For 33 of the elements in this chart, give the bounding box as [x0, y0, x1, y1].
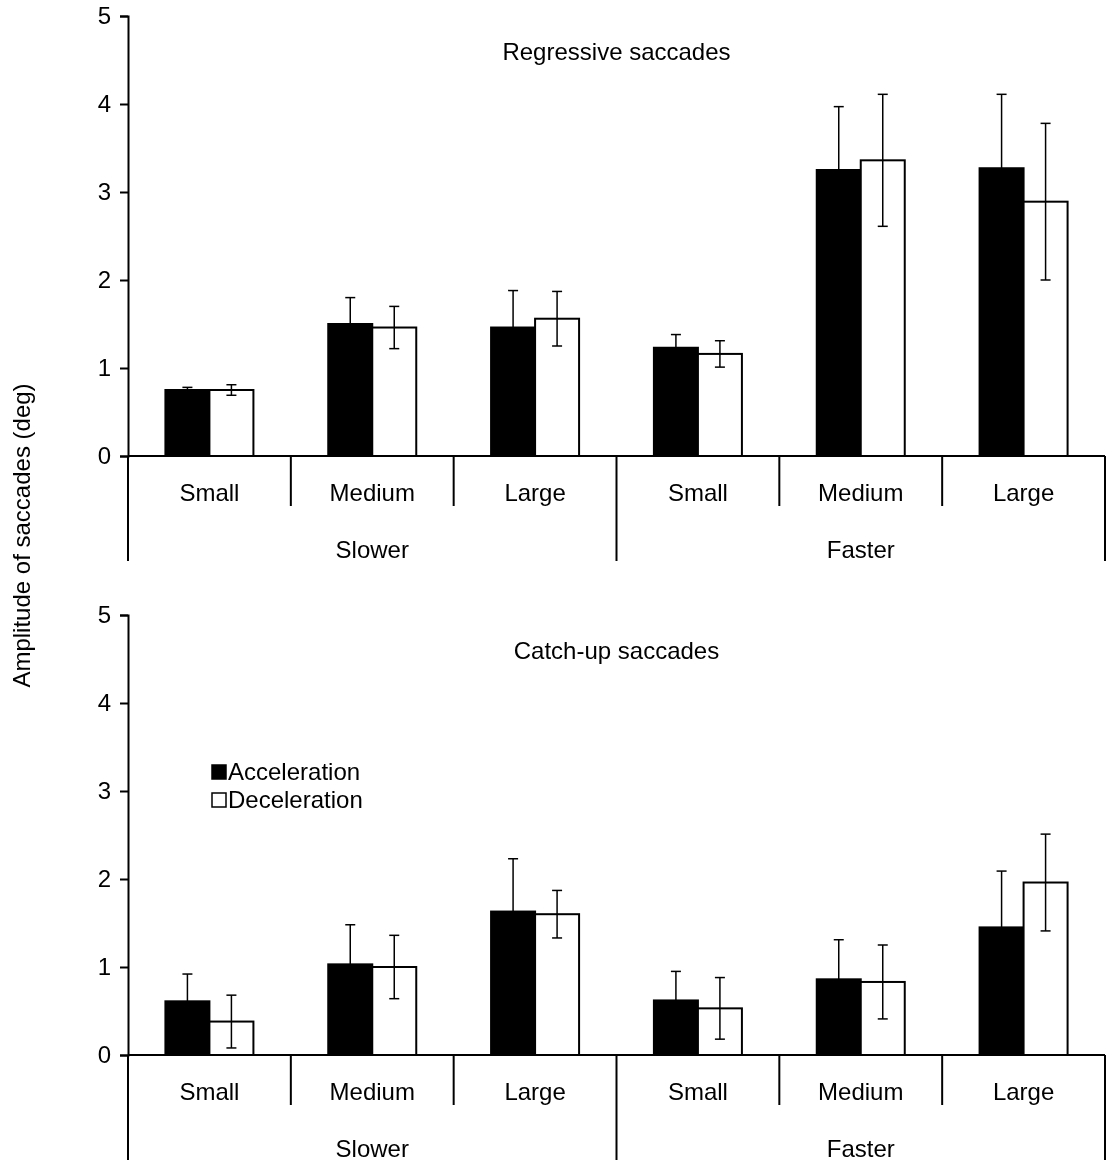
x-tick-label: Medium [329, 479, 415, 506]
x-tick-label: Medium [818, 479, 904, 506]
y-tick-label: 3 [97, 777, 111, 805]
x-tick-label: Small [667, 479, 728, 506]
y-tick-label: 3 [97, 178, 111, 206]
y-axis-title: Amplitude of saccades (deg) [8, 383, 35, 688]
x-tick-label: Small [179, 1078, 240, 1105]
y-tick-label: 4 [97, 689, 111, 717]
x-tick-label: Large [504, 1078, 566, 1105]
text: Catch-up saccades [513, 637, 720, 664]
y-tick-label: 1 [97, 953, 111, 981]
text: Faster [826, 1135, 895, 1162]
text: Regressive saccades [502, 38, 731, 65]
x-tick-label: Small [179, 479, 240, 506]
y-tick-label: 4 [97, 90, 111, 118]
legend-label: Acceleration [228, 758, 361, 785]
x-tick-label: Small [667, 1078, 728, 1105]
text: Slower [335, 1135, 409, 1162]
legend-label: Deceleration [228, 786, 363, 813]
x-tick-label: Large [504, 479, 566, 506]
x-tick-label: Large [992, 1078, 1055, 1105]
y-tick-label: 0 [97, 1041, 111, 1069]
y-tick-label: 2 [97, 266, 111, 294]
x-tick-label: Medium [329, 1078, 415, 1105]
x-tick-label: Large [992, 479, 1055, 506]
y-tick-label: 2 [97, 865, 111, 893]
y-tick-label: 1 [97, 354, 111, 382]
y-tick-label: 5 [97, 2, 111, 30]
y-tick-label: 0 [97, 442, 111, 470]
x-tick-label: Medium [818, 1078, 904, 1105]
y-tick-label: 5 [97, 601, 111, 629]
text: Faster [826, 536, 895, 563]
text: Slower [335, 536, 409, 563]
